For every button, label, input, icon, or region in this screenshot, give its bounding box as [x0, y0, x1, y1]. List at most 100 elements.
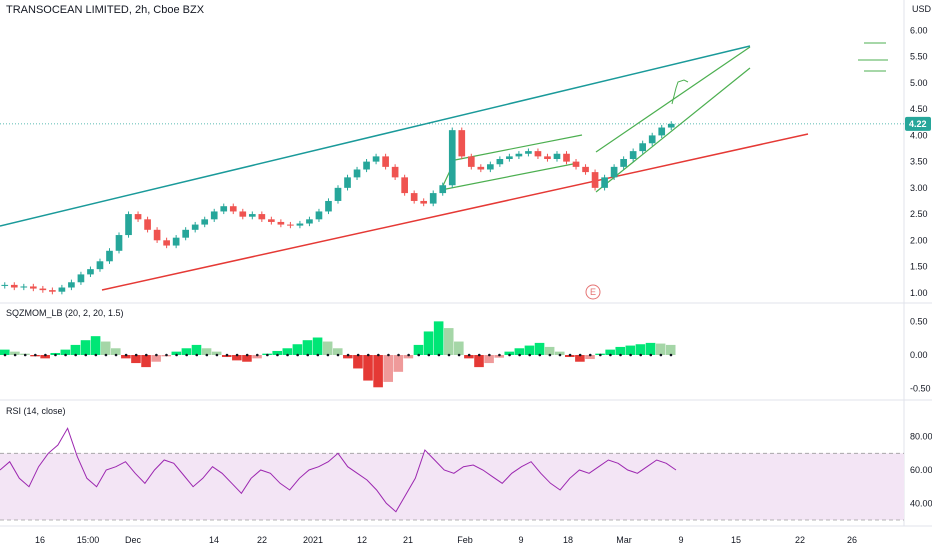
candle-body	[601, 177, 608, 188]
squeeze-dot	[326, 353, 330, 357]
candle-body	[506, 156, 513, 159]
rsi-axis: 80.00 60.00 40.00	[910, 432, 932, 509]
candle-body	[287, 224, 294, 226]
momentum-bar	[373, 355, 383, 388]
candle	[39, 285, 47, 293]
squeeze-dot	[54, 353, 57, 357]
candle	[648, 132, 656, 146]
candle-body	[191, 224, 199, 230]
candle-body	[382, 156, 389, 167]
candle	[525, 148, 532, 157]
squeeze-dot	[649, 353, 653, 357]
momentum-bar	[171, 351, 182, 355]
momentum-bar	[504, 351, 515, 355]
squeeze-dot	[235, 353, 239, 357]
candle-body	[10, 284, 18, 288]
price-tick-label: 2.50	[910, 209, 928, 219]
channel-bottom-line[interactable]	[101, 133, 809, 291]
candle-body	[363, 161, 370, 170]
candle-body	[582, 166, 589, 173]
squeeze-dot	[387, 353, 390, 357]
candle	[315, 208, 323, 222]
candles	[1, 121, 675, 295]
candle-body	[591, 172, 599, 188]
candle-body	[182, 229, 189, 238]
candle-body	[258, 214, 266, 220]
squeeze-dot	[437, 353, 441, 357]
momentum-bars	[0, 321, 676, 388]
candle-body	[315, 211, 323, 220]
momentum-bar	[10, 351, 20, 355]
wedge-bottom-line[interactable]	[595, 67, 751, 193]
squeeze-dot	[84, 353, 88, 357]
time-tick-label: 9	[678, 535, 683, 545]
candle-body	[353, 169, 361, 178]
squeeze-dot	[104, 353, 108, 357]
price-tick-label: 3.50	[910, 157, 928, 167]
squeeze-dot	[538, 353, 542, 357]
rsi-line	[0, 427, 677, 513]
candle	[306, 216, 313, 227]
candle-body	[344, 177, 351, 188]
momentum-bar	[585, 355, 595, 360]
candle	[458, 127, 466, 159]
candle-body	[439, 185, 447, 194]
squeeze-dot	[599, 353, 602, 357]
momentum-bar	[645, 342, 656, 355]
flag-bottom-line[interactable]	[440, 162, 579, 191]
momentum-bar	[464, 355, 474, 359]
candle-body	[268, 219, 275, 222]
squeeze-dot	[195, 353, 199, 357]
channel-top-line[interactable]	[0, 45, 751, 227]
momentum-bar	[282, 348, 293, 355]
squeeze-dot	[64, 353, 67, 357]
candle	[563, 151, 570, 165]
candle-body	[448, 130, 456, 186]
squeeze-dot	[266, 353, 269, 357]
squeeze-dot	[407, 353, 410, 357]
candle	[610, 164, 618, 180]
candle	[420, 198, 428, 207]
price-tick-label: 6.00	[910, 25, 928, 35]
candle	[410, 190, 418, 204]
candle-body	[106, 250, 113, 262]
candle	[229, 203, 237, 215]
candle	[620, 156, 627, 170]
candle	[582, 164, 589, 175]
momentum-bar	[635, 344, 646, 355]
squeeze-dot	[215, 353, 219, 357]
momentum-bar	[534, 342, 545, 355]
candle	[353, 166, 361, 180]
squeeze-dot	[457, 353, 461, 357]
momentum-bar	[433, 321, 444, 355]
candle-body	[563, 153, 570, 162]
candle-body	[1, 284, 9, 286]
momentum-bar	[363, 355, 373, 381]
momentum-bar	[393, 355, 404, 372]
momentum-bar	[141, 355, 151, 368]
squeeze-dot	[94, 353, 98, 357]
candle	[96, 258, 104, 272]
momentum-bar	[575, 355, 585, 362]
squeeze-dot	[205, 353, 209, 357]
candle	[667, 121, 675, 131]
squeeze-dot	[3, 353, 7, 357]
candle	[658, 124, 666, 139]
candle-body	[58, 287, 66, 292]
squeeze-dot	[346, 353, 350, 357]
time-tick-label: Mar	[616, 535, 632, 545]
momentum-bar	[0, 349, 10, 355]
candle	[382, 153, 389, 170]
squeeze-dot	[508, 353, 511, 357]
squeeze-dot	[276, 353, 279, 357]
squeeze-dot	[558, 353, 562, 357]
flag-top-line[interactable]	[454, 134, 583, 161]
squeeze-dot	[488, 353, 491, 357]
candle-body	[239, 211, 247, 217]
squeeze-dot	[336, 353, 340, 357]
rsi-tick-label: 60.00	[910, 465, 932, 475]
candle	[68, 279, 75, 291]
squeeze-dot	[44, 353, 47, 357]
time-tick-label: 18	[563, 535, 573, 545]
earnings-marker[interactable]: E	[585, 284, 601, 300]
